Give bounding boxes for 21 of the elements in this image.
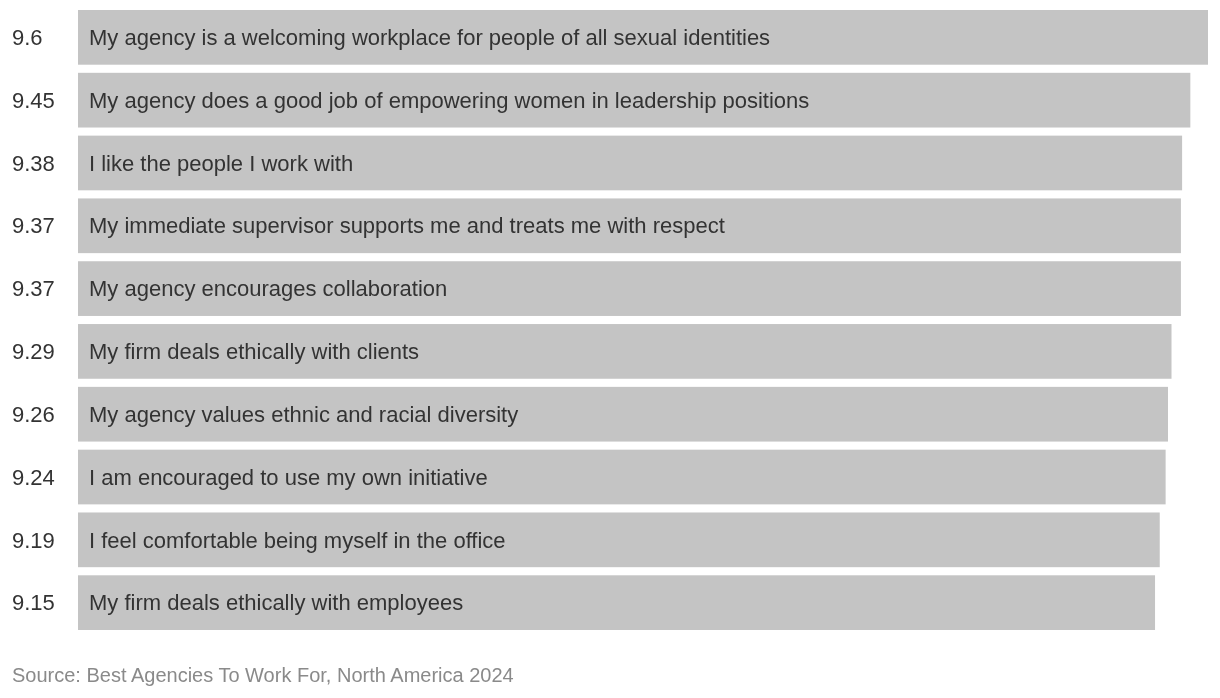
- data-label: 9.38: [12, 150, 55, 176]
- data-label: 9.19: [12, 527, 55, 553]
- y-tick-label: I feel comfortable being myself in the office: [89, 527, 506, 553]
- y-tick-label: My agency values ethnic and racial diversity: [89, 401, 519, 427]
- data-label: 9.15: [12, 590, 55, 616]
- data-label: 9.45: [12, 87, 55, 113]
- data-label: 9.29: [12, 339, 55, 365]
- data-label: 9.37: [12, 276, 55, 302]
- data-label: 9.24: [12, 464, 55, 490]
- y-tick-label: I am encouraged to use my own initiative: [89, 464, 488, 490]
- y-tick-label: My firm deals ethically with employees: [89, 590, 464, 616]
- data-label: 9.37: [12, 213, 55, 239]
- y-tick-label: My agency encourages collaboration: [89, 276, 448, 302]
- y-tick-label: My agency does a good job of empowering women in leadership positions: [89, 87, 810, 113]
- data-label: 9.6: [12, 25, 43, 51]
- source-note: Source: Best Agencies To Work For, North America 2024: [12, 664, 514, 686]
- y-tick-label: My immediate supervisor supports me and treats me with respect: [89, 213, 725, 239]
- y-tick-label: I like the people I work with: [89, 150, 354, 176]
- y-tick-label: My firm deals ethically with clients: [89, 339, 420, 365]
- data-label: 9.26: [12, 401, 55, 427]
- y-tick-label: My agency is a welcoming workplace for people of all sexual identities: [89, 25, 771, 51]
